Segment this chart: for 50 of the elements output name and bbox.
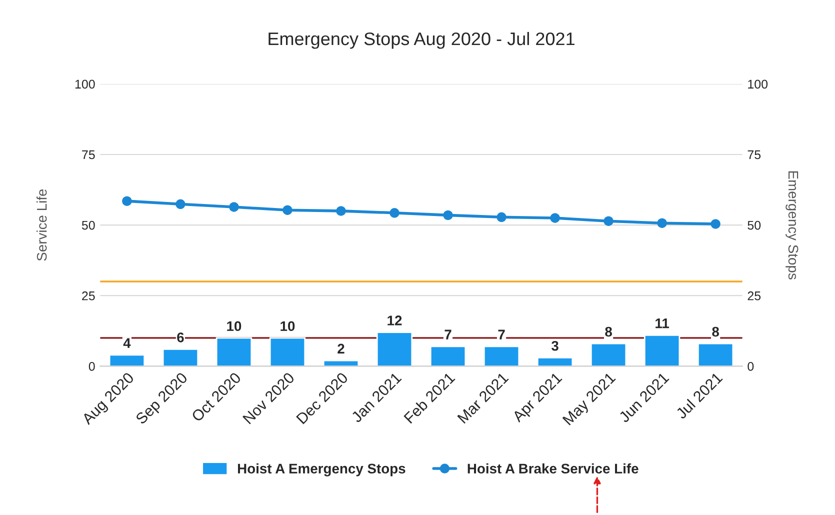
y2-tick-label: 100	[748, 80, 768, 89]
data-label: 10	[280, 321, 295, 332]
data-label: 10	[227, 321, 242, 332]
point	[229, 202, 239, 212]
bar	[216, 337, 252, 366]
point	[657, 218, 667, 228]
bar	[108, 354, 146, 366]
data-label: 6	[177, 332, 184, 342]
bar	[644, 334, 680, 366]
legend-label: Hoist A Emergency Stops	[238, 463, 406, 476]
bar	[483, 346, 520, 366]
data-label: 12	[388, 316, 402, 326]
y2-tick-label: 0	[748, 362, 754, 371]
legend-label: Hoist A Brake Service Life	[468, 463, 638, 474]
bar	[536, 357, 574, 366]
data-label: 2	[338, 344, 344, 354]
data-label: 8	[712, 326, 719, 337]
y-tick-label: 100	[75, 80, 95, 89]
point	[122, 196, 132, 206]
y2-tick-label: 25	[748, 291, 761, 300]
data-label: 7	[498, 330, 505, 340]
y-tick-label: 50	[82, 220, 95, 230]
bar	[162, 348, 199, 366]
point	[176, 199, 186, 210]
data-label: 8	[605, 326, 612, 337]
data-label: 3	[551, 340, 558, 351]
data-label: 4	[123, 338, 131, 348]
bar	[590, 342, 627, 366]
y2-tick-label: 75	[748, 150, 761, 160]
bar	[697, 342, 734, 366]
y-tick-label: 25	[82, 291, 95, 300]
point	[282, 205, 292, 215]
y2-tick-label: 50	[748, 220, 761, 230]
point	[336, 206, 346, 216]
y-axis-title: Service Life	[36, 189, 47, 261]
data-label: 11	[656, 318, 670, 328]
point	[604, 216, 614, 226]
chart-title: Emergency Stops Aug 2020 - Jul 2021	[268, 32, 574, 49]
bar	[430, 346, 466, 366]
bar	[376, 332, 413, 366]
point	[390, 208, 400, 218]
point	[443, 210, 453, 220]
bar	[269, 337, 306, 366]
y-tick-label: 75	[82, 150, 95, 160]
y2-axis-title: Emergency Stops	[786, 171, 798, 280]
point	[710, 219, 720, 229]
point	[550, 213, 560, 223]
data-label: 7	[444, 330, 452, 340]
point	[496, 212, 506, 222]
y-tick-label: 0	[88, 362, 95, 371]
